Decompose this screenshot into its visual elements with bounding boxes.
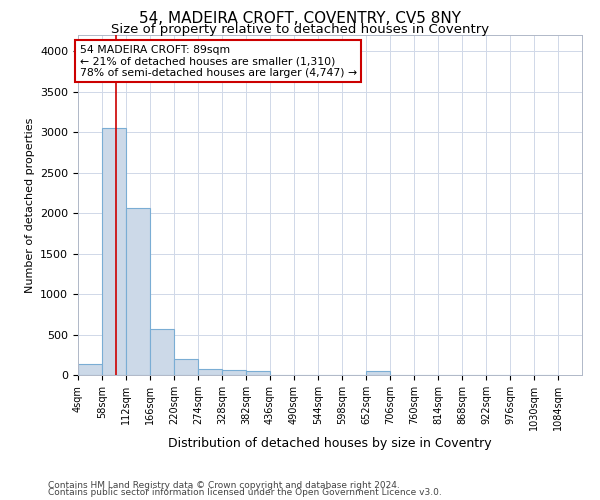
Bar: [150, 330, 174, 375]
X-axis label: Distribution of detached houses by size in Coventry: Distribution of detached houses by size …: [168, 437, 492, 450]
Bar: [78, 364, 102, 375]
Bar: [174, 359, 198, 375]
Y-axis label: Number of detached properties: Number of detached properties: [25, 118, 35, 292]
Bar: [102, 128, 126, 375]
Text: 54 MADEIRA CROFT: 89sqm
← 21% of detached houses are smaller (1,310)
78% of semi: 54 MADEIRA CROFT: 89sqm ← 21% of detache…: [80, 44, 357, 78]
Text: Contains HM Land Registry data © Crown copyright and database right 2024.: Contains HM Land Registry data © Crown c…: [48, 480, 400, 490]
Text: Size of property relative to detached houses in Coventry: Size of property relative to detached ho…: [111, 22, 489, 36]
Text: 54, MADEIRA CROFT, COVENTRY, CV5 8NY: 54, MADEIRA CROFT, COVENTRY, CV5 8NY: [139, 11, 461, 26]
Bar: [126, 208, 150, 375]
Bar: [366, 371, 390, 375]
Bar: [222, 370, 246, 375]
Bar: [246, 370, 270, 375]
Text: Contains public sector information licensed under the Open Government Licence v3: Contains public sector information licen…: [48, 488, 442, 497]
Bar: [198, 369, 222, 375]
